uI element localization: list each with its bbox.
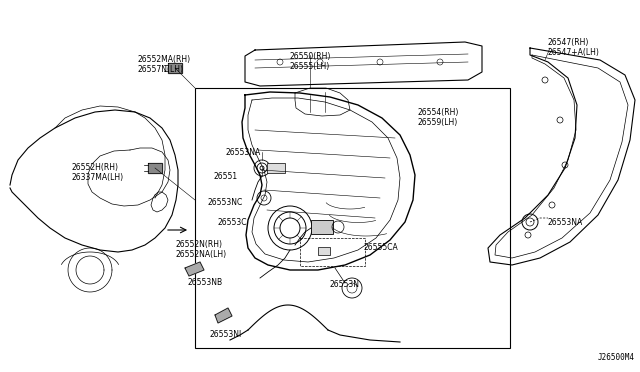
Text: 26553NA: 26553NA <box>225 148 260 157</box>
Text: J26500M4: J26500M4 <box>598 353 635 362</box>
Polygon shape <box>215 308 232 323</box>
Text: 26553NI: 26553NI <box>210 330 243 339</box>
Bar <box>318 247 330 255</box>
Bar <box>300 238 365 266</box>
Polygon shape <box>168 63 182 73</box>
Text: 26553NA: 26553NA <box>548 218 583 227</box>
Text: 26553N: 26553N <box>330 280 360 289</box>
Bar <box>267 163 285 173</box>
Text: 26547(RH)
26547+A(LH): 26547(RH) 26547+A(LH) <box>548 38 600 57</box>
Text: 26552MA(RH)
26557N(LH): 26552MA(RH) 26557N(LH) <box>138 55 191 74</box>
Text: 26552H(RH)
26337MA(LH): 26552H(RH) 26337MA(LH) <box>72 163 124 182</box>
Text: 26554(RH)
26559(LH): 26554(RH) 26559(LH) <box>418 108 460 127</box>
Text: 26552N(RH)
26552NA(LH): 26552N(RH) 26552NA(LH) <box>175 240 226 259</box>
Text: 26553C: 26553C <box>218 218 248 227</box>
Text: 26550(RH)
26555(LH): 26550(RH) 26555(LH) <box>289 52 331 71</box>
Polygon shape <box>148 163 162 173</box>
Text: 26551: 26551 <box>213 172 237 181</box>
Bar <box>195 88 510 348</box>
Polygon shape <box>185 262 204 276</box>
Bar <box>311 220 333 234</box>
Text: 26555CA: 26555CA <box>363 243 397 252</box>
Text: 26553NC: 26553NC <box>207 198 243 207</box>
Text: 26553NB: 26553NB <box>188 278 223 287</box>
